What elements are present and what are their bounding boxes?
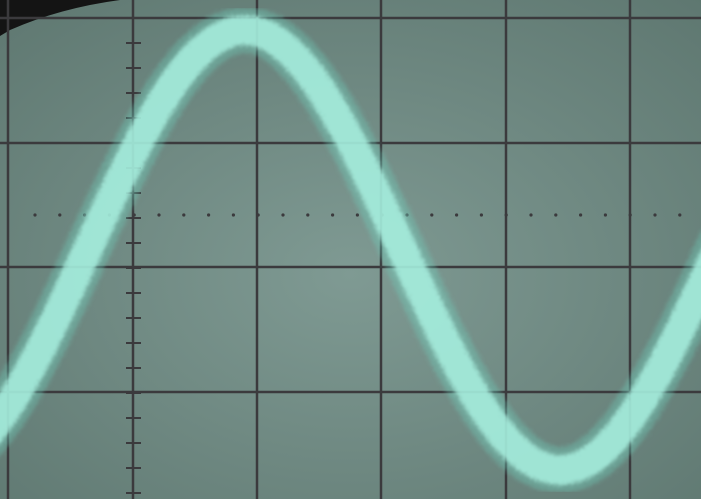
sine-trace [0,14,701,486]
center-dot [603,213,608,217]
center-dot [529,213,533,217]
center-dot [207,213,211,217]
center-dot [430,213,434,217]
bezel-corner [0,0,120,36]
center-dot [182,213,186,217]
center-dot [331,213,335,217]
center-dot [554,213,558,217]
center-dot [628,213,632,217]
center-dot [256,213,260,217]
center-dot [653,213,657,217]
center-dot [579,213,583,217]
center-dot [355,213,359,217]
center-dot [455,213,459,217]
center-dot [479,213,483,217]
center-dot [281,213,285,217]
center-dot [132,213,136,217]
center-dot [33,213,37,217]
center-dot [231,213,235,217]
center-dot [678,213,682,217]
center-dot [306,213,310,217]
center-dot [58,213,62,217]
center-dot [504,213,508,217]
center-dot [157,213,161,217]
